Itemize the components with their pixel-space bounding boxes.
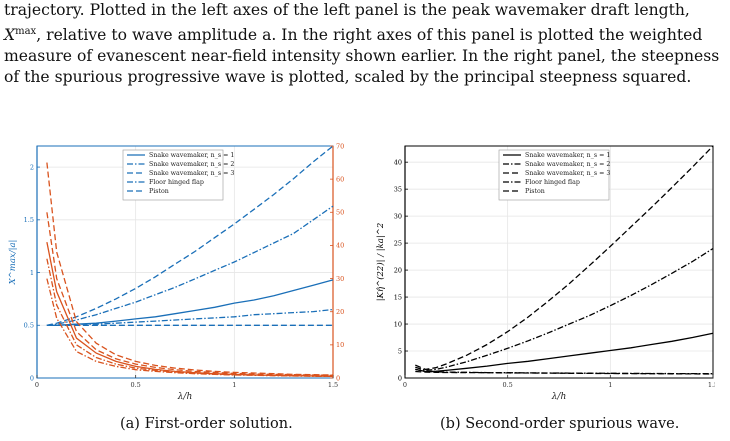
paragraph-line: trajectory. Plotted in the left axes of … — [4, 1, 690, 19]
y-tick-label: 15 — [394, 293, 402, 301]
y-right-tick-label: 30 — [336, 275, 344, 283]
y-tick-label: 0 — [30, 374, 34, 382]
series-line-4 — [46, 308, 334, 326]
series-line-9 — [46, 258, 334, 377]
paragraph-line-rest: , relative to wave amplitude a. In the r… — [36, 26, 703, 45]
y-right-tick-label: 40 — [336, 242, 344, 250]
legend-entry: Snake wavemaker, n_s = 2 — [149, 161, 234, 168]
y-tick-label: 1 — [30, 269, 34, 277]
body-paragraph: trajectory. Plotted in the left axes of … — [4, 0, 728, 88]
legend-entry: Snake wavemaker, n_s = 3 — [149, 170, 234, 177]
paragraph-line: of the spurious progressive wave is plot… — [4, 68, 692, 87]
series-line-2 — [415, 247, 714, 372]
legend-entry: Snake wavemaker, n_s = 1 — [149, 152, 234, 159]
paragraph-line: measure of evanescent near-field intensi… — [4, 47, 720, 66]
y-right-tick-label: 20 — [336, 308, 344, 316]
x-tick-label: 0 — [403, 381, 407, 389]
series-line-6 — [46, 241, 334, 377]
legend-entry: Floor hinged flap — [149, 179, 204, 186]
y-right-tick-label: 10 — [336, 341, 344, 349]
legend-entry: Snake wavemaker, n_s = 3 — [525, 170, 610, 177]
x-tick-label: 1.5 — [328, 381, 338, 389]
x-tick-label: 1 — [232, 381, 236, 389]
y-tick-label: 40 — [394, 158, 402, 166]
series-line-2 — [46, 205, 334, 326]
series-line-7 — [46, 278, 333, 377]
series-line-3 — [46, 145, 334, 326]
legend-box — [122, 149, 224, 201]
paragraph-line: Xmax, relative to wave amplitude a. In t… — [4, 26, 703, 45]
y-right-tick-label: 60 — [336, 175, 344, 183]
y-tick-label: 0.5 — [24, 322, 34, 330]
caption-a: (a) First-order solution. — [120, 416, 293, 432]
y-tick-label: 10 — [394, 320, 402, 328]
y-tick-label: 25 — [394, 239, 402, 247]
x-tick-label: 0.5 — [130, 381, 140, 389]
x-tick-label: 1.5 — [708, 381, 715, 389]
series-line-8 — [46, 162, 334, 376]
y-axis-label: X^max/|a| — [8, 240, 18, 286]
x-axis-label: λ/h — [551, 392, 567, 402]
caption-b: (b) Second-order spurious wave. — [440, 416, 680, 432]
x-tick-label: 1 — [608, 381, 612, 389]
y-axis-label: |Kη̂^(22)| / |ka|^2 — [375, 223, 386, 301]
y-right-tick-label: 70 — [336, 142, 344, 150]
legend-box — [498, 149, 610, 201]
legend-entry: Piston — [525, 188, 545, 195]
legend-entry: Snake wavemaker, n_s = 1 — [525, 152, 610, 159]
y-right-tick-label: 0 — [336, 374, 340, 382]
series-line-5 — [415, 370, 714, 375]
y-tick-label: 5 — [398, 347, 402, 355]
y-tick-label: 20 — [394, 266, 402, 274]
y-tick-label: 0 — [398, 374, 402, 382]
x-axis-label: λ/h — [177, 392, 193, 402]
legend-entry: Floor hinged flap — [525, 179, 580, 186]
x-tick-label: 0 — [35, 381, 39, 389]
y-tick-label: 2 — [30, 163, 34, 171]
y-right-tick-label: 50 — [336, 209, 344, 217]
first-order-chart: 0 0.5 1 1.500.511.52010203040506070λ/hX^max… — [8, 142, 344, 402]
y-tick-label: 30 — [394, 212, 402, 220]
legend-entry: Snake wavemaker, n_s = 2 — [525, 161, 610, 168]
legend-entry: Piston — [149, 188, 169, 195]
second-order-chart: 0 0.5 1 1.5 0 5 10 15 20 25 30 35 40 λ/h |Kη̂^(22)| / … — [375, 145, 715, 402]
series-line-1 — [415, 332, 714, 373]
y-tick-label: 1.5 — [24, 216, 34, 224]
series-line-3 — [415, 145, 714, 371]
series-line-1 — [46, 279, 334, 326]
y-tick-label: 35 — [394, 185, 402, 193]
series-line-10 — [46, 212, 334, 376]
x-tick-label: 0.5 — [502, 381, 512, 389]
